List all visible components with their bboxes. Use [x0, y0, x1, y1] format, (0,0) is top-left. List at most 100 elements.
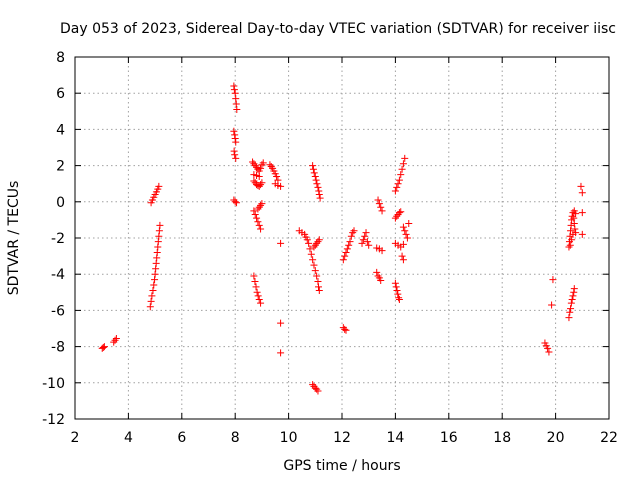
data-point	[154, 243, 162, 251]
data-point	[341, 252, 349, 260]
data-point	[110, 338, 118, 346]
data-point	[565, 243, 573, 251]
data-point	[232, 100, 240, 108]
data-point	[232, 95, 240, 103]
data-point	[343, 245, 351, 253]
x-tick-label: 8	[231, 430, 240, 446]
data-point	[231, 151, 239, 159]
data-point	[365, 241, 373, 249]
data-point	[567, 227, 575, 235]
data-point	[253, 163, 261, 171]
data-point	[545, 348, 553, 356]
data-point	[250, 177, 258, 185]
data-point	[567, 299, 575, 307]
data-point	[153, 254, 161, 262]
data-point	[566, 308, 574, 316]
data-point	[568, 296, 576, 304]
data-point	[395, 176, 403, 184]
data-point	[231, 134, 239, 142]
data-point	[314, 277, 322, 285]
data-point	[569, 292, 577, 300]
data-point	[230, 147, 238, 155]
data-point	[233, 105, 241, 113]
data-point	[303, 236, 311, 244]
data-point	[230, 82, 238, 90]
data-point	[154, 238, 162, 246]
data-point	[566, 232, 574, 240]
data-point	[309, 256, 317, 264]
x-tick-label: 16	[440, 430, 458, 446]
data-point	[571, 225, 579, 233]
data-points	[98, 82, 586, 395]
data-point	[313, 385, 321, 393]
data-point	[311, 267, 319, 275]
data-point	[254, 205, 262, 213]
data-point	[233, 199, 241, 207]
data-point	[568, 236, 576, 244]
data-point	[99, 344, 107, 352]
data-point	[362, 229, 370, 237]
data-point	[391, 279, 399, 287]
data-point	[310, 243, 318, 251]
data-point	[313, 239, 321, 247]
data-point	[345, 241, 353, 249]
data-point	[315, 187, 323, 195]
data-point	[393, 286, 401, 294]
data-point	[231, 131, 239, 139]
data-point	[399, 223, 407, 231]
data-point	[258, 200, 266, 208]
data-point	[151, 270, 159, 278]
data-point	[255, 296, 263, 304]
data-point	[377, 203, 385, 211]
data-point	[394, 290, 402, 298]
x-tick-label: 10	[280, 430, 298, 446]
data-point	[255, 182, 263, 190]
data-point	[570, 285, 578, 293]
data-point	[374, 196, 382, 204]
data-point	[346, 238, 354, 246]
data-point	[258, 161, 266, 169]
axis-ticks	[74, 56, 610, 420]
data-point	[232, 138, 240, 146]
data-point	[257, 164, 265, 172]
data-point	[391, 187, 399, 195]
data-point	[315, 286, 323, 294]
data-point	[393, 183, 401, 191]
data-point	[403, 234, 411, 242]
y-tick-label: 0	[56, 195, 65, 211]
data-point	[231, 89, 239, 97]
data-point	[250, 160, 258, 168]
data-point	[111, 336, 119, 344]
data-point	[397, 208, 405, 216]
data-point	[149, 286, 157, 294]
data-point	[232, 154, 240, 162]
data-point	[309, 381, 317, 389]
data-point	[148, 292, 156, 300]
x-tick-label: 22	[600, 430, 618, 446]
data-point	[394, 180, 402, 188]
data-point	[312, 176, 320, 184]
data-point	[150, 281, 158, 289]
y-tick-label: -10	[42, 376, 65, 392]
data-point	[257, 225, 265, 233]
data-point	[255, 203, 263, 211]
data-point	[155, 232, 163, 240]
data-point	[577, 182, 585, 190]
data-point	[314, 387, 322, 395]
data-point	[361, 232, 369, 240]
data-point	[572, 210, 580, 218]
data-point	[252, 283, 260, 291]
data-point	[151, 276, 159, 284]
y-tick-label: -4	[51, 267, 65, 283]
x-tick-labels: 2 4 6 8 10 12 14 16 18 20 22	[71, 430, 618, 446]
y-tick-label: 2	[56, 159, 65, 175]
data-point	[273, 172, 281, 180]
data-point	[250, 272, 258, 280]
data-point	[152, 265, 160, 273]
x-tick-label: 20	[547, 430, 565, 446]
data-point	[350, 227, 358, 235]
data-point	[358, 239, 366, 247]
data-point	[146, 303, 154, 311]
y-tick-label: -8	[51, 340, 65, 356]
